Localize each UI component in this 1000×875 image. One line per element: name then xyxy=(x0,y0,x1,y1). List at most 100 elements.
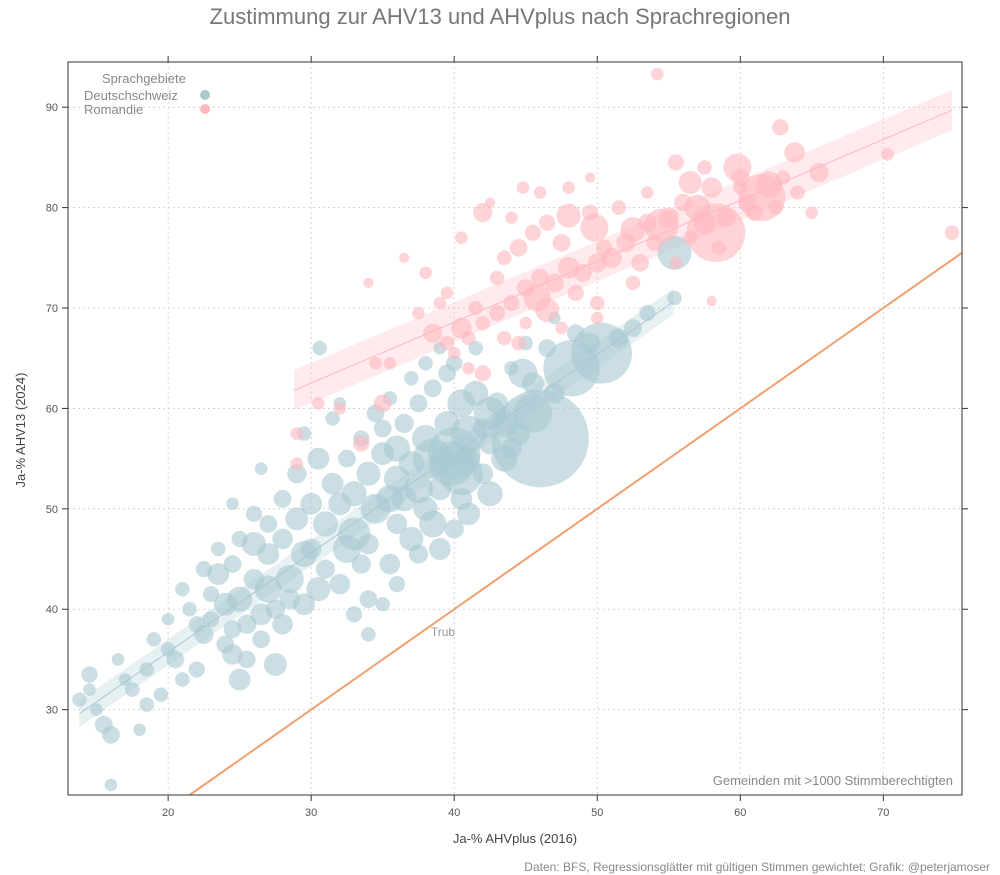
point-romandie xyxy=(556,203,581,228)
y-tick-label: 60 xyxy=(46,403,58,415)
point-deutschschweiz xyxy=(125,682,140,697)
point-romandie xyxy=(746,204,763,221)
point-deutschschweiz xyxy=(457,447,481,471)
point-deutschschweiz xyxy=(307,447,330,470)
point-romandie xyxy=(455,231,468,245)
point-deutschschweiz xyxy=(312,340,328,356)
point-romandie xyxy=(516,181,530,194)
point-deutschschweiz xyxy=(566,324,585,343)
point-deutschschweiz xyxy=(104,778,118,792)
point-deutschschweiz xyxy=(306,577,331,602)
point-deutschschweiz xyxy=(259,514,278,533)
data-points xyxy=(72,67,960,792)
point-deutschschweiz xyxy=(237,650,256,669)
point-romandie xyxy=(596,239,613,256)
point-deutschschweiz xyxy=(358,533,379,555)
point-deutschschweiz xyxy=(83,683,96,696)
point-romandie xyxy=(881,148,894,161)
point-romandie xyxy=(805,206,819,219)
point-deutschschweiz xyxy=(213,592,237,616)
point-romandie xyxy=(790,185,805,200)
point-romandie xyxy=(363,277,374,289)
point-deutschschweiz xyxy=(195,560,213,578)
point-deutschschweiz xyxy=(329,573,351,595)
point-romandie xyxy=(784,142,805,163)
point-romandie xyxy=(544,273,564,293)
legend-marker-romandie xyxy=(200,104,210,114)
point-romandie xyxy=(669,256,683,270)
point-romandie xyxy=(505,211,518,224)
point-deutschschweiz xyxy=(428,538,451,560)
point-deutschschweiz xyxy=(386,513,408,535)
chart-note: Gemeinden mit >1000 Stimmberechtigten xyxy=(713,773,953,788)
point-deutschschweiz xyxy=(226,497,239,511)
point-deutschschweiz xyxy=(146,632,162,647)
point-deutschschweiz xyxy=(379,553,401,575)
point-deutschschweiz xyxy=(228,668,251,691)
point-deutschschweiz xyxy=(444,519,464,539)
point-deutschschweiz xyxy=(182,601,197,617)
annotation-trub: Trub xyxy=(431,625,456,639)
point-deutschschweiz xyxy=(216,635,235,654)
point-deutschschweiz xyxy=(356,461,381,486)
point-deutschschweiz xyxy=(398,451,424,477)
x-tick-label: 30 xyxy=(305,807,317,819)
y-tick-label: 70 xyxy=(46,303,58,315)
point-romandie xyxy=(574,263,592,282)
point-romandie xyxy=(716,208,736,228)
point-deutschschweiz xyxy=(300,492,323,515)
point-deutschschweiz xyxy=(202,586,220,603)
legend: Sprachgebiete Deutschschweiz Romandie xyxy=(84,71,210,117)
point-deutschschweiz xyxy=(544,383,565,404)
point-romandie xyxy=(555,321,568,335)
point-romandie xyxy=(697,160,712,175)
y-tick-label: 30 xyxy=(46,705,58,717)
legend-label-deutschschweiz: Deutschschweiz xyxy=(84,88,178,103)
point-deutschschweiz xyxy=(133,723,146,737)
plot-frame xyxy=(67,61,963,796)
point-deutschschweiz xyxy=(272,614,293,635)
point-deutschschweiz xyxy=(300,538,322,560)
y-tick-label: 50 xyxy=(46,504,58,516)
point-deutschschweiz xyxy=(161,612,175,626)
point-romandie xyxy=(290,457,304,470)
x-tick-label: 40 xyxy=(448,807,460,819)
point-deutschschweiz xyxy=(413,496,438,521)
trend-line-romandie xyxy=(293,109,953,391)
point-deutschschweiz xyxy=(81,666,98,683)
point-romandie xyxy=(519,316,533,330)
point-deutschschweiz xyxy=(450,487,473,510)
point-romandie xyxy=(440,286,454,300)
point-romandie xyxy=(412,306,425,320)
point-romandie xyxy=(511,335,526,351)
point-romandie xyxy=(433,296,447,310)
point-romandie xyxy=(533,186,547,199)
point-deutschschweiz xyxy=(207,563,230,586)
point-deutschschweiz xyxy=(188,661,205,678)
point-deutschschweiz xyxy=(285,507,309,531)
point-romandie xyxy=(475,315,491,331)
point-deutschschweiz xyxy=(202,611,220,628)
point-romandie xyxy=(581,204,599,221)
legend-label-romandie: Romandie xyxy=(84,102,143,117)
point-deutschschweiz xyxy=(102,725,120,744)
x-tick-label: 20 xyxy=(162,807,174,819)
point-deutschschweiz xyxy=(409,394,428,413)
legend-title: Sprachgebiete xyxy=(102,71,186,86)
point-romandie xyxy=(423,323,443,343)
point-romandie xyxy=(641,186,654,199)
point-deutschschweiz xyxy=(472,463,494,484)
point-deutschschweiz xyxy=(418,355,433,371)
point-romandie xyxy=(503,294,520,312)
point-deutschschweiz xyxy=(243,568,265,590)
point-deutschschweiz xyxy=(275,565,304,594)
point-romandie xyxy=(589,295,605,311)
x-tick-label: 60 xyxy=(734,807,746,819)
point-romandie xyxy=(580,213,609,242)
point-romandie xyxy=(706,295,717,307)
trend-line-deutschschweiz xyxy=(79,301,674,715)
y-tick-label: 90 xyxy=(46,102,58,114)
point-deutschschweiz xyxy=(486,392,509,415)
point-romandie xyxy=(524,224,542,241)
point-romandie xyxy=(768,200,784,215)
